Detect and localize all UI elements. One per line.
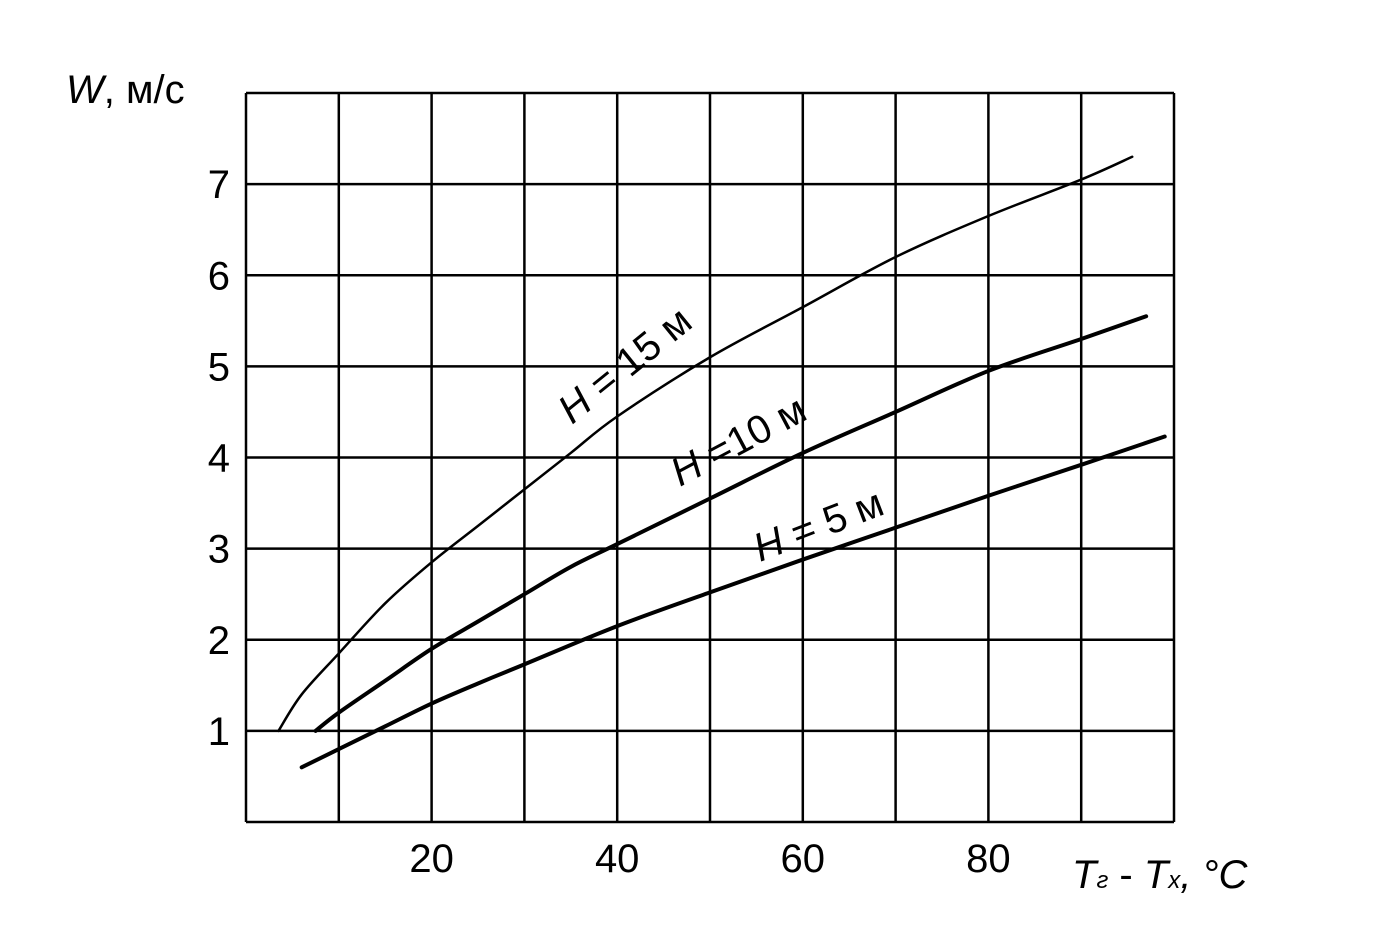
x-tick-label: 80 bbox=[966, 837, 1011, 881]
y-tick-label: 2 bbox=[208, 619, 230, 663]
y-tick-label: 4 bbox=[208, 437, 230, 481]
curves bbox=[277, 155, 1167, 770]
series-label-2: H =10 м bbox=[664, 387, 814, 495]
x-tick-label: 20 bbox=[409, 837, 454, 881]
y-tick-label: 7 bbox=[208, 163, 230, 207]
grid bbox=[244, 91, 1176, 824]
x-tick-label: 60 bbox=[781, 837, 826, 881]
y-tick-label: 1 bbox=[208, 710, 230, 754]
y-tick-label: 6 bbox=[208, 254, 230, 298]
series-line-2 bbox=[313, 314, 1149, 733]
y-tick-label: 3 bbox=[208, 528, 230, 572]
series-line-3 bbox=[299, 434, 1167, 770]
y-tick-label: 5 bbox=[208, 345, 230, 389]
x-tick-label: 40 bbox=[595, 837, 640, 881]
y-axis-title: W, м/с bbox=[66, 68, 185, 112]
x-axis-title: Tг - Tх, °C bbox=[1072, 853, 1248, 897]
series-label-3: H = 5 м bbox=[747, 481, 889, 571]
curve-labels: H = 15 мH =10 мH = 5 м bbox=[550, 299, 890, 571]
series-line-1 bbox=[277, 155, 1134, 733]
tick-labels: 20 40 60 80 1 2 3 4 5 6 7 bbox=[208, 163, 1011, 881]
